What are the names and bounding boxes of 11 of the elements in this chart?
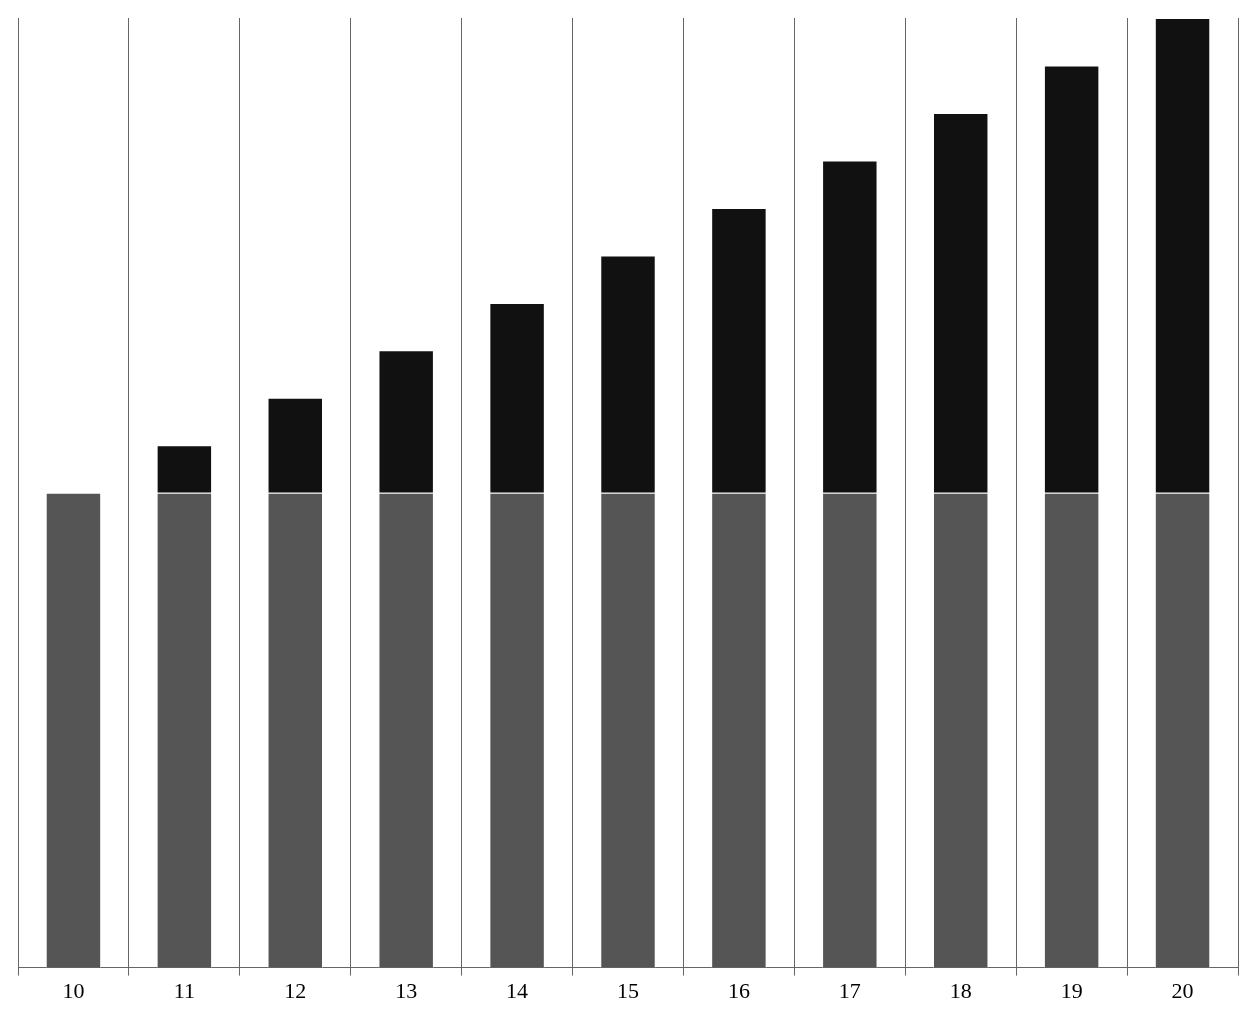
x-tick-label: 12 (284, 977, 307, 1003)
x-tick-label: 17 (838, 977, 861, 1003)
x-tick-label: 16 (727, 977, 750, 1003)
x-tick-label: 19 (1060, 977, 1083, 1003)
x-tick-label: 11 (173, 977, 195, 1003)
x-tick-label: 10 (62, 977, 85, 1003)
x-tick-label: 13 (395, 977, 418, 1003)
x-tick-label: 18 (949, 977, 972, 1003)
x-tick-label: 14 (506, 977, 529, 1003)
x-tick-label: 15 (617, 977, 639, 1003)
x-tick-label: 20 (1171, 977, 1194, 1003)
